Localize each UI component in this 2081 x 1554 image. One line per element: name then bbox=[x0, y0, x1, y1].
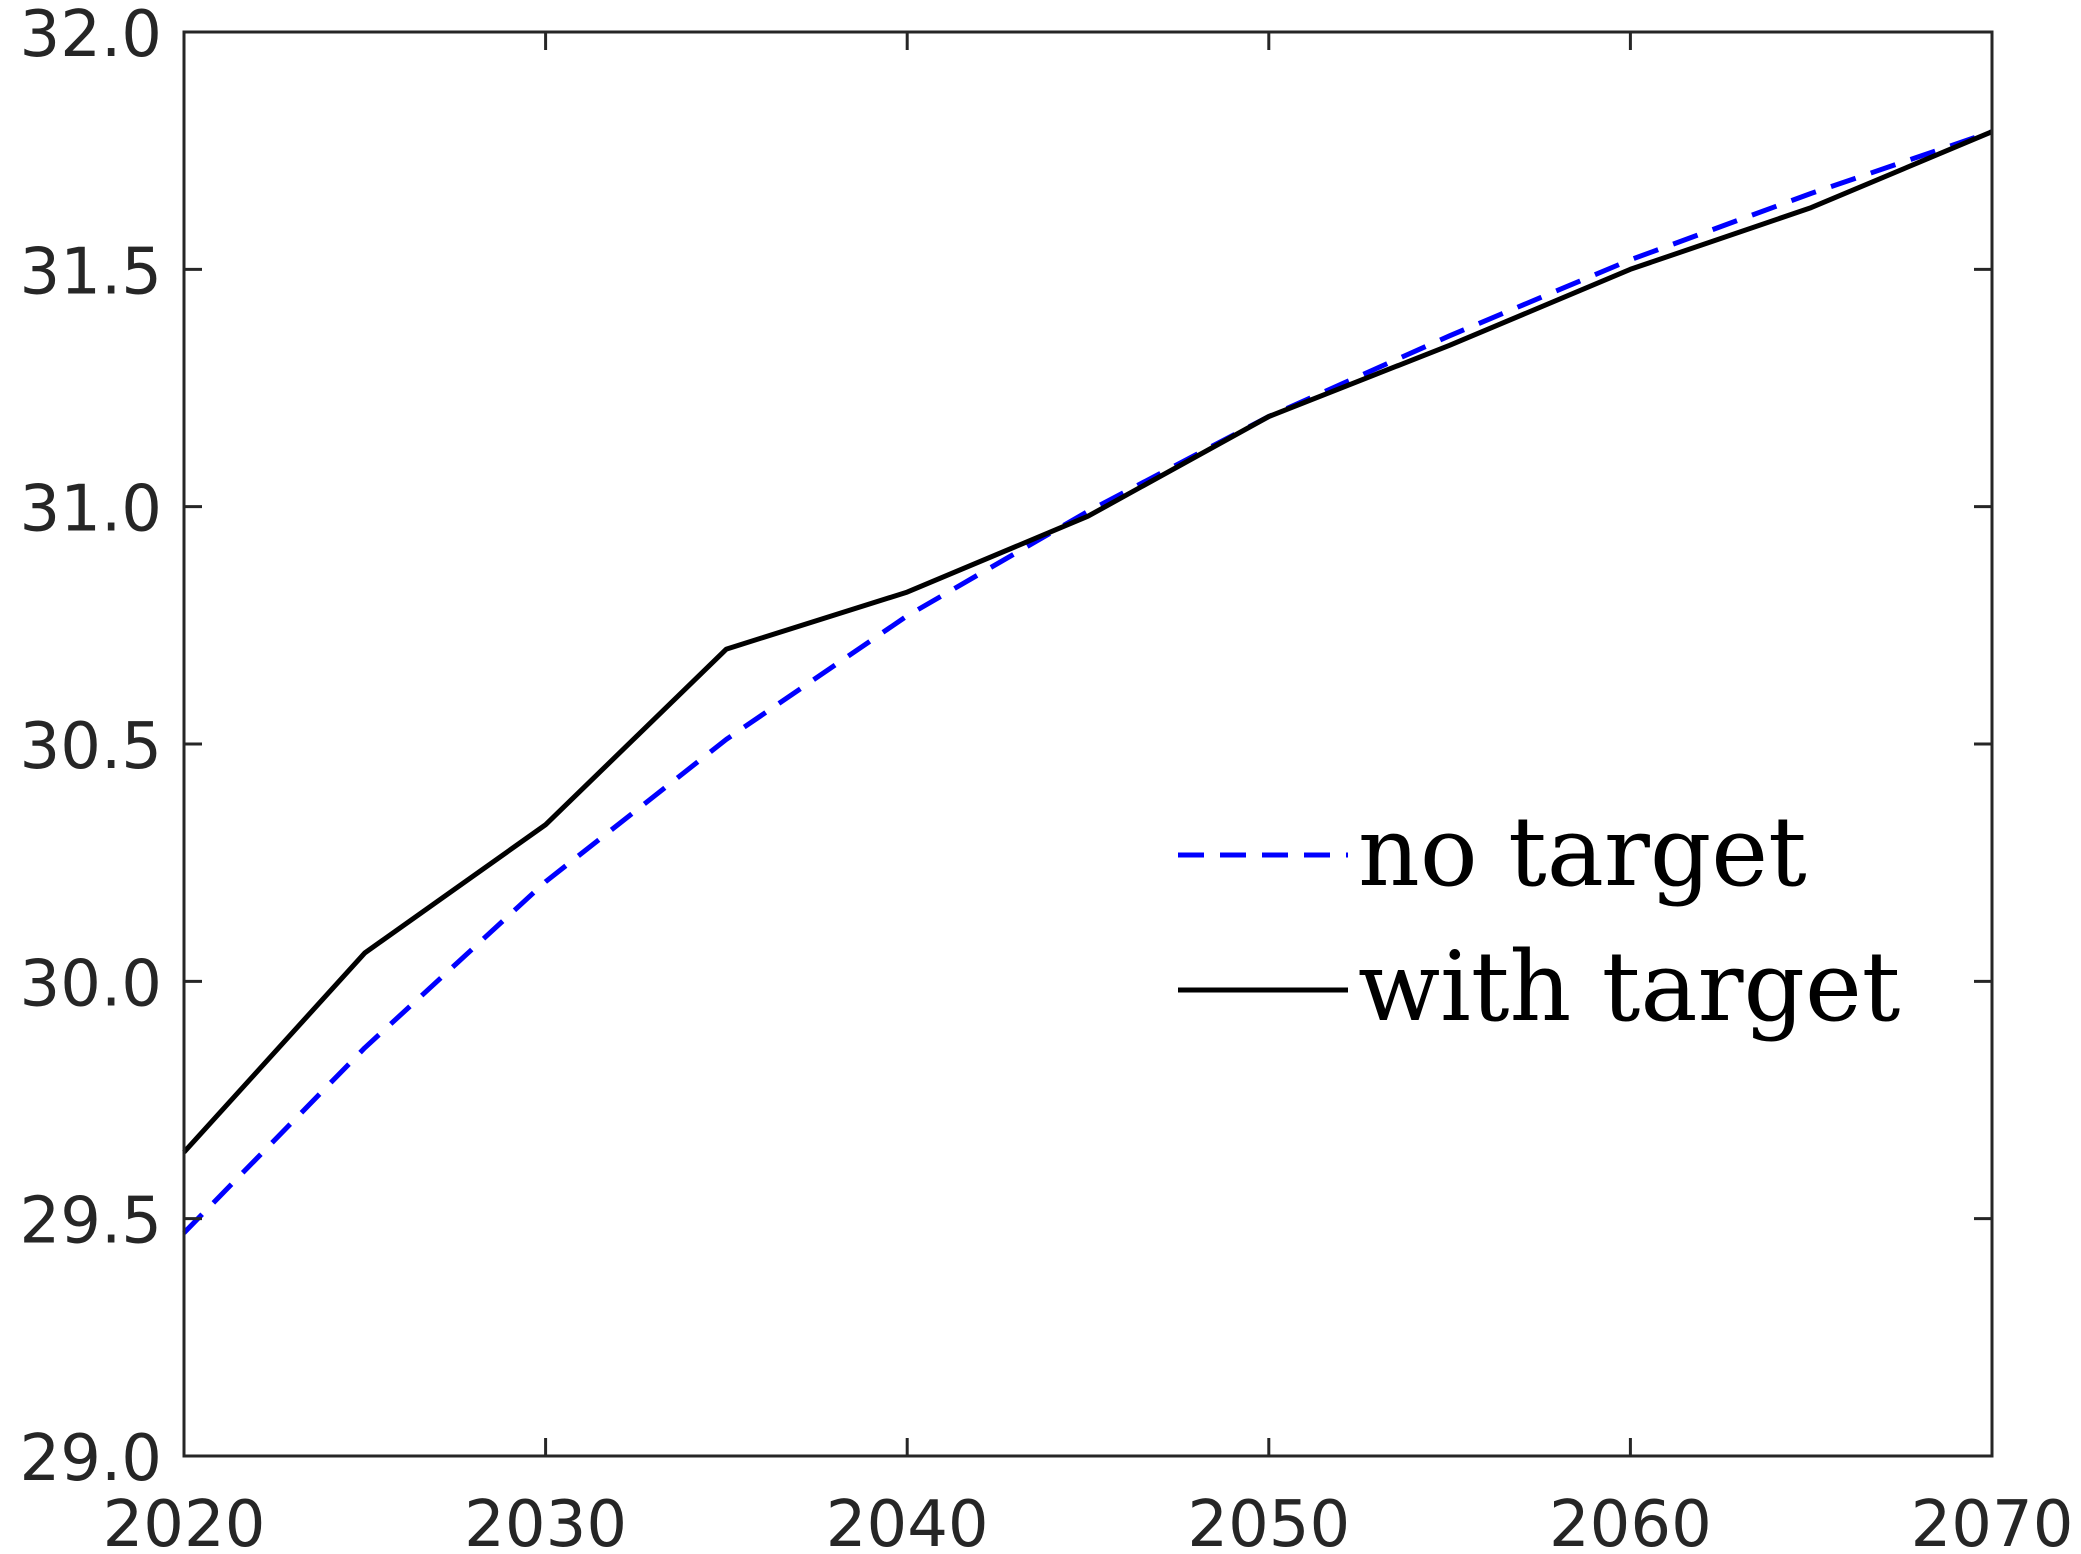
y-tick-label: 31.5 bbox=[20, 235, 163, 309]
x-axis-tick-labels: 2020 2030 2040 2050 2060 2070 bbox=[103, 1488, 2074, 1554]
x-tick-label: 2060 bbox=[1549, 1488, 1712, 1554]
legend-label-with-target: with target bbox=[1358, 931, 1900, 1043]
legend-label-no-target: no target bbox=[1358, 796, 1807, 908]
y-axis-tick-labels: 29.0 29.5 30.0 30.5 31.0 31.5 32.0 bbox=[20, 0, 163, 1496]
series-line-0 bbox=[182, 129, 1993, 1235]
x-tick-label: 2050 bbox=[1187, 1488, 1350, 1554]
y-tick-label: 30.0 bbox=[20, 947, 163, 1021]
y-tick-label: 31.0 bbox=[20, 473, 163, 547]
y-tick-label: 29.5 bbox=[20, 1185, 163, 1259]
legend: no target with target bbox=[1178, 796, 1900, 1043]
x-tick-label: 2030 bbox=[464, 1488, 627, 1554]
y-tick-label: 30.5 bbox=[20, 710, 163, 784]
x-tick-label: 2040 bbox=[826, 1488, 989, 1554]
plot-area-frame bbox=[182, 30, 1994, 1458]
x-tick-label: 2070 bbox=[1911, 1488, 2074, 1554]
y-tick-label: 32.0 bbox=[20, 0, 163, 72]
axis-ticks bbox=[182, 30, 1994, 1458]
x-tick-label: 2020 bbox=[103, 1488, 266, 1554]
y-tick-label: 29.0 bbox=[20, 1422, 163, 1496]
series-layer bbox=[182, 129, 1993, 1235]
series-line-1 bbox=[182, 129, 1993, 1154]
